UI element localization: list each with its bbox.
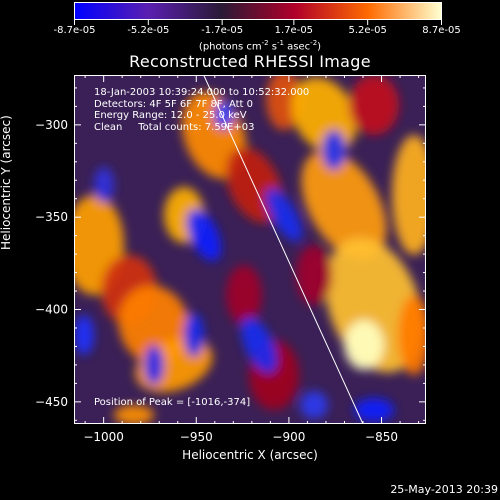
heatmap-blobs — [74, 75, 426, 424]
x-axis-label: Heliocentric X (arcsec) — [182, 448, 318, 462]
heatmap-blob — [184, 313, 204, 357]
x-tick-label: −850 — [365, 430, 398, 444]
info-energy: Energy Range: 12.0 - 25.0 keV — [94, 110, 247, 121]
heatmap-blob — [144, 345, 164, 385]
y-tick-label: −450 — [35, 395, 68, 409]
info-counts: Clean Total counts: 7.59E+03 — [94, 121, 255, 133]
heatmap-blob — [344, 320, 384, 370]
colorbar-tick-label: 5.2e-05 — [348, 25, 387, 36]
x-tick-label: −1000 — [83, 430, 124, 444]
chart-title: Reconstructed RHESSI Image — [129, 52, 371, 71]
info-time: 18-Jan-2003 10:39:24.000 to 10:52:32.000 — [94, 87, 310, 98]
heatmap-blob — [354, 398, 394, 422]
heatmap-blob — [398, 295, 426, 375]
y-tick-label: −300 — [35, 118, 68, 132]
heatmap-blob — [296, 245, 332, 305]
colorbar-tick-label: -5.2e-05 — [127, 25, 170, 36]
heatmap-blob — [241, 317, 277, 373]
y-axis-label: Heliocentric Y (arcsec) — [0, 115, 13, 250]
colorbar-tick-label: 1.7e-05 — [274, 25, 314, 36]
x-tick-label: −950 — [180, 430, 213, 444]
plot-area — [74, 75, 426, 424]
plot-frame — [74, 75, 426, 424]
info-detectors: Detectors: 4F 5F 6F 7F 8F, Att 0 — [94, 98, 254, 110]
heatmap-blob — [349, 75, 399, 135]
heatmap-blob — [392, 135, 426, 255]
colorbar-tick-label: -8.7e-05 — [53, 25, 96, 36]
heatmap-blob — [94, 167, 114, 203]
heatmap-blob — [186, 208, 222, 262]
heatmap-blob — [265, 188, 303, 242]
solar-limb-line — [203, 75, 364, 424]
x-tick-label: −900 — [272, 430, 305, 444]
heatmap-image — [74, 75, 426, 424]
heatmap-blob — [301, 150, 387, 260]
y-tick-label: −400 — [35, 303, 68, 317]
colorbar-ticks — [74, 20, 442, 25]
heatmap-blob — [322, 130, 346, 170]
timestamp-footer: 25-May-2013 20:39 — [390, 483, 498, 496]
y-tick-label: −350 — [35, 210, 68, 224]
heatmap-blob — [300, 391, 328, 419]
colorbar-tick-label: -1.7e-05 — [201, 25, 244, 36]
peak-position-label: Position of Peak = [-1016,-374] — [94, 397, 251, 408]
colorbar-tick-label: 8.7e-05 — [422, 25, 461, 36]
heatmap-blob — [74, 315, 94, 355]
colorbar — [74, 2, 442, 20]
heatmap-blob — [226, 265, 262, 325]
heatmap-blob — [114, 405, 154, 424]
colorbar-units: (photons cm-2 s-1 asec-2) — [198, 39, 322, 53]
